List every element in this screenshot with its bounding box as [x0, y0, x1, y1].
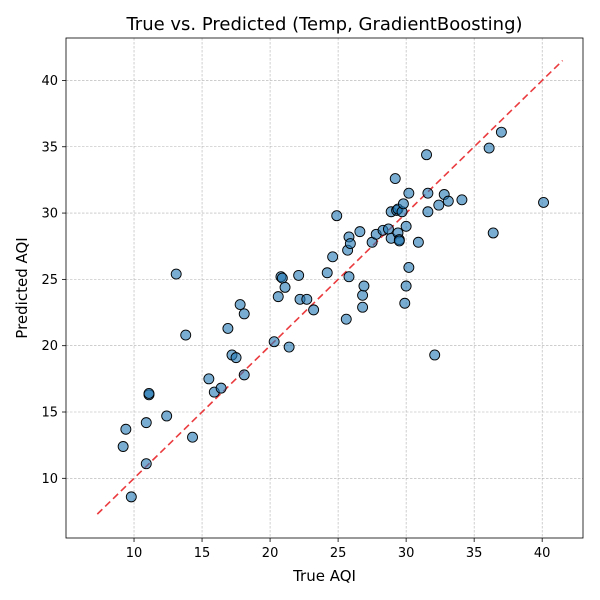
data-point	[538, 197, 549, 208]
data-point	[399, 297, 411, 309]
chart-title: True vs. Predicted (Temp, GradientBoosti…	[125, 14, 522, 35]
data-point	[222, 323, 234, 334]
x-tick-label: 40	[534, 546, 551, 561]
data-point	[422, 187, 434, 199]
data-point	[161, 410, 173, 422]
data-point	[283, 341, 295, 353]
y-tick-label: 40	[41, 74, 58, 89]
data-point	[487, 227, 499, 239]
axis-ticks: 10 15 20 25 30 35 40 10 15 20 25 30 35 40	[41, 74, 550, 561]
data-point	[180, 329, 192, 341]
y-tick-label: 10	[41, 472, 58, 487]
data-point	[412, 236, 424, 248]
data-point	[397, 198, 409, 210]
data-point	[421, 149, 432, 161]
data-point	[433, 199, 445, 211]
data-point	[321, 267, 333, 279]
data-point	[393, 235, 405, 247]
data-point	[272, 291, 284, 303]
data-point	[495, 126, 507, 138]
data-point	[117, 441, 129, 452]
data-point	[268, 336, 280, 348]
x-tick-label: 20	[262, 546, 279, 561]
data-point	[238, 369, 250, 381]
data-point	[125, 491, 137, 503]
data-point	[400, 220, 412, 232]
data-point	[140, 417, 152, 429]
y-tick-label: 20	[41, 339, 58, 354]
data-point	[340, 313, 352, 325]
data-point	[170, 268, 182, 280]
data-point	[140, 458, 152, 470]
data-point	[308, 304, 320, 316]
y-tick-label: 15	[41, 406, 58, 421]
data-point	[389, 173, 401, 185]
data-point	[456, 194, 468, 206]
data-point	[238, 308, 250, 320]
data-point	[293, 269, 305, 281]
data-point	[483, 142, 495, 154]
data-points	[117, 126, 549, 503]
x-tick-label: 35	[466, 546, 483, 561]
x-axis-label: True AQI	[292, 567, 356, 585]
data-point	[234, 299, 246, 311]
data-point	[429, 349, 441, 361]
data-point	[357, 301, 369, 313]
data-point	[400, 280, 412, 292]
x-tick-label: 25	[330, 546, 347, 561]
data-point	[276, 272, 288, 284]
data-point	[357, 289, 369, 301]
x-tick-label: 30	[398, 546, 415, 561]
y-tick-label: 30	[41, 207, 58, 222]
data-point	[143, 387, 155, 399]
data-point	[331, 210, 343, 222]
data-point	[403, 261, 415, 273]
data-point	[120, 423, 132, 435]
data-point	[354, 226, 366, 238]
data-point	[382, 223, 394, 235]
y-tick-label: 25	[41, 273, 58, 288]
plot-frame	[65, 37, 584, 539]
data-point	[327, 251, 339, 263]
identity-reference-line	[96, 59, 564, 515]
data-point	[203, 373, 215, 385]
data-point	[422, 206, 434, 218]
y-axis-label: Predicted AQI	[13, 237, 31, 338]
x-tick-label: 10	[126, 546, 143, 561]
data-point	[215, 382, 227, 394]
data-point	[403, 187, 415, 199]
data-point	[358, 280, 370, 292]
data-point	[343, 271, 355, 283]
y-tick-label: 35	[41, 140, 58, 155]
data-point	[301, 293, 313, 305]
data-point	[230, 352, 242, 364]
data-point	[344, 238, 356, 250]
data-point	[442, 195, 454, 207]
data-point	[279, 281, 291, 293]
grid-lines	[66, 38, 583, 538]
data-point	[187, 431, 198, 443]
x-tick-label: 15	[194, 546, 211, 561]
